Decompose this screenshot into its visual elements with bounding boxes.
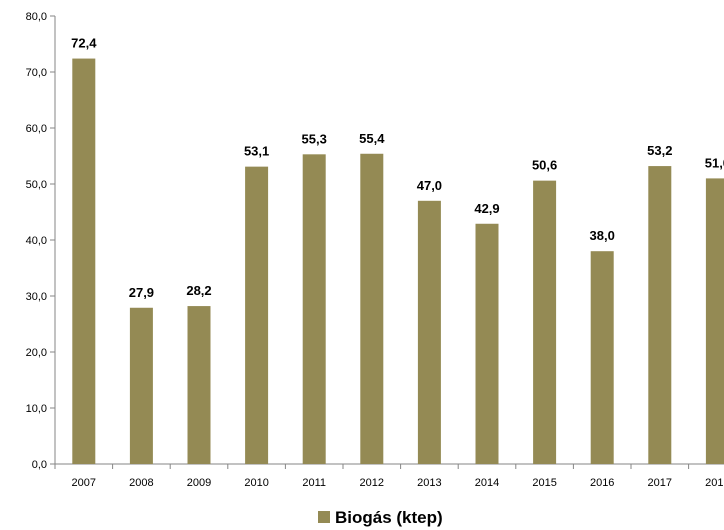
bar-2017 — [648, 166, 672, 464]
y-tick-label: 0,0 — [32, 459, 47, 471]
x-tick-label: 2015 — [532, 477, 556, 489]
x-tick-label: 2011 — [302, 477, 326, 489]
data-label-2016: 38,0 — [590, 228, 615, 243]
data-label-2012: 55,4 — [359, 131, 385, 146]
data-labels: 72,4 27,9 28,2 53,1 55,3 55,4 47,0 42,9 50,6 38,0… — [71, 36, 724, 300]
data-label-2017: 53,2 — [647, 143, 672, 158]
bar-2014 — [475, 223, 499, 464]
x-tick-label: 2013 — [417, 477, 441, 489]
bar-2016 — [590, 251, 614, 464]
y-axis: 0,0 10,0 20,0 30,0 40,0 50,0 60,0 70,0 80,0 — [26, 11, 56, 471]
x-tick-label: 2009 — [187, 477, 211, 489]
y-tick-label: 30,0 — [26, 291, 47, 303]
y-tick-label: 20,0 — [26, 347, 47, 359]
bar-2012 — [360, 153, 384, 464]
y-tick-label: 10,0 — [26, 403, 47, 415]
bar-2009 — [187, 306, 211, 464]
data-label-2009: 28,2 — [186, 283, 211, 298]
y-tick-label: 50,0 — [26, 179, 47, 191]
y-tick-label: 70,0 — [26, 67, 47, 79]
bar-2013 — [417, 200, 441, 465]
x-tick-label: 2012 — [360, 477, 384, 489]
bar-2008 — [129, 307, 153, 464]
data-label-2018: 51,0 — [705, 155, 724, 170]
x-tick-label: 2008 — [129, 477, 153, 489]
x-tick-label: 2017 — [648, 477, 672, 489]
data-label-2014: 42,9 — [474, 201, 499, 216]
x-tick-label: 2007 — [72, 477, 96, 489]
x-tick-label: 2016 — [590, 477, 614, 489]
legend: Biogás (ktep) — [318, 508, 443, 527]
y-tick-label: 60,0 — [26, 123, 47, 135]
y-tick-label: 80,0 — [26, 11, 47, 23]
bar-2015 — [533, 180, 557, 464]
bar-2011 — [302, 154, 326, 464]
data-label-2010: 53,1 — [244, 144, 269, 159]
data-label-2015: 50,6 — [532, 158, 557, 173]
x-tick-label: 2014 — [475, 477, 499, 489]
bar-2010 — [245, 166, 269, 464]
legend-label: Biogás (ktep) — [335, 508, 443, 527]
data-label-2011: 55,3 — [302, 131, 327, 146]
bars — [72, 58, 724, 465]
data-label-2013: 47,0 — [417, 178, 442, 193]
y-tick-label: 40,0 — [26, 235, 47, 247]
data-label-2007: 72,4 — [71, 36, 97, 51]
x-axis: 2007 2008 2009 2010 2011 2012 2013 2014 2015 2016… — [54, 463, 724, 489]
x-tick-label: 2018 — [705, 477, 724, 489]
bar-2018 — [705, 178, 724, 464]
x-tick-label: 2010 — [244, 477, 268, 489]
legend-swatch — [318, 511, 330, 523]
bar-2007 — [72, 58, 96, 465]
data-label-2008: 27,9 — [129, 285, 154, 300]
